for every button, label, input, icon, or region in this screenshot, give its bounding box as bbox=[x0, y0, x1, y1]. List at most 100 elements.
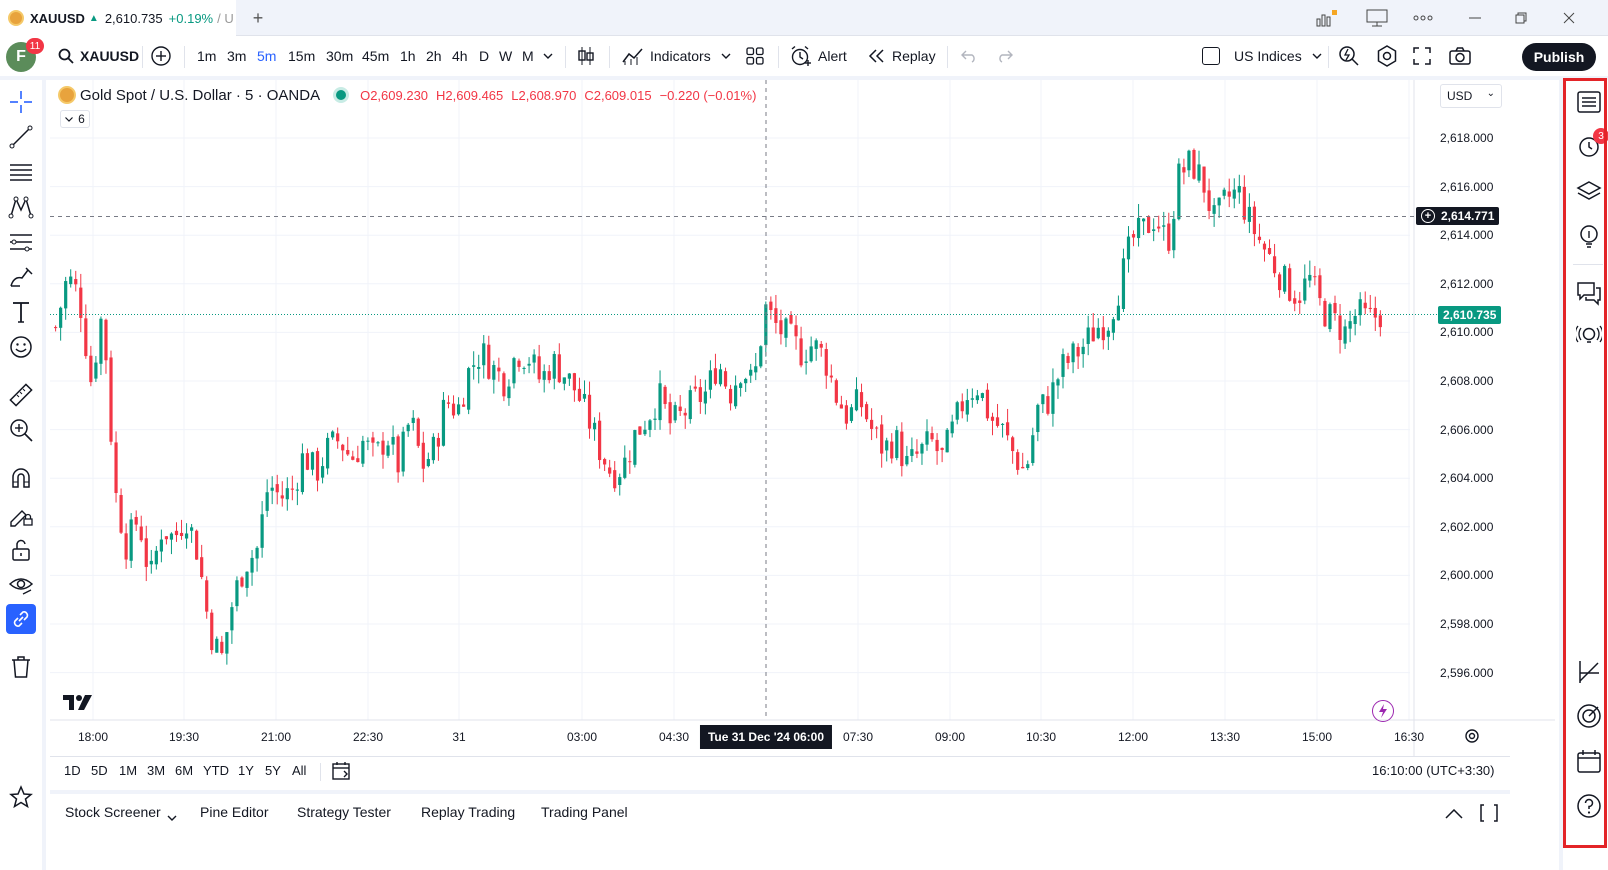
ideas-stream-button[interactable] bbox=[1575, 322, 1603, 350]
chart-settings-icon[interactable] bbox=[1464, 728, 1480, 749]
candle-body bbox=[1192, 149, 1196, 179]
chevron-up-icon[interactable] bbox=[1445, 806, 1463, 824]
text-tool[interactable] bbox=[6, 297, 36, 327]
chart-pane[interactable]: Gold Spot / U.S. Dollar · 5 · OANDA O2,6… bbox=[50, 80, 1555, 774]
interval-1h[interactable]: 1h bbox=[400, 48, 416, 64]
symbol-search-button[interactable]: XAUUSD bbox=[58, 36, 139, 76]
range-all[interactable]: All bbox=[292, 763, 307, 778]
layouts-button[interactable] bbox=[746, 36, 764, 76]
settings-button[interactable] bbox=[1376, 36, 1398, 76]
interval-4h[interactable]: 4h bbox=[452, 48, 468, 64]
interval-2h[interactable]: 2h bbox=[426, 48, 442, 64]
interval-m[interactable]: M bbox=[522, 48, 534, 64]
range-6m[interactable]: 6M bbox=[175, 763, 194, 778]
indicators-button[interactable]: Indicators bbox=[622, 36, 711, 76]
more-menu-icon[interactable] bbox=[1408, 6, 1438, 30]
candle-body bbox=[1313, 276, 1317, 278]
indicators-collapse-button[interactable]: 6 bbox=[60, 110, 90, 128]
calendar-button[interactable] bbox=[1575, 747, 1603, 775]
stay-in-drawing-mode-tool[interactable] bbox=[6, 500, 36, 530]
undo-button[interactable] bbox=[960, 36, 978, 76]
chart-type-button[interactable] bbox=[577, 36, 595, 76]
tab-pine-editor[interactable]: Pine Editor bbox=[200, 804, 269, 820]
fullscreen-button[interactable] bbox=[1413, 36, 1431, 76]
icon-tool[interactable] bbox=[6, 332, 36, 362]
replay-button[interactable]: Replay bbox=[868, 36, 936, 76]
range-ytd[interactable]: YTD bbox=[203, 763, 229, 778]
interval-3m[interactable]: 3m bbox=[227, 48, 247, 64]
watchlist-checkbox[interactable] bbox=[1202, 47, 1220, 65]
crosshair-tool[interactable] bbox=[6, 87, 36, 117]
close-window-icon[interactable] bbox=[1554, 6, 1584, 30]
tab-strategy-tester[interactable]: Strategy Tester bbox=[297, 804, 391, 820]
remove-drawings-tool[interactable] bbox=[6, 652, 36, 682]
new-tab-button[interactable]: + bbox=[252, 8, 264, 28]
publish-button[interactable]: Publish bbox=[1522, 43, 1596, 71]
indicators-dropdown[interactable] bbox=[721, 36, 731, 76]
measure-tool[interactable] bbox=[6, 380, 36, 410]
favorites-tool[interactable] bbox=[6, 782, 36, 812]
alerts-button[interactable] bbox=[1575, 132, 1603, 160]
monitor-icon[interactable] bbox=[1362, 6, 1392, 30]
trend-line-tool[interactable] bbox=[6, 122, 36, 152]
compare-symbol-button[interactable] bbox=[150, 36, 172, 76]
watchlist-selector[interactable]: US Indices bbox=[1202, 36, 1322, 76]
hide-drawings-tool[interactable] bbox=[6, 570, 36, 600]
trading-panel-button[interactable] bbox=[1575, 658, 1603, 686]
horizontal-lines-tool[interactable] bbox=[6, 157, 36, 187]
interval-1m[interactable]: 1m bbox=[197, 48, 217, 64]
alert-button[interactable]: Alert bbox=[790, 36, 847, 76]
candle-body bbox=[406, 424, 410, 432]
help-button[interactable] bbox=[1575, 792, 1603, 820]
magnet-tool[interactable] bbox=[6, 463, 36, 493]
tab-trading-panel[interactable]: Trading Panel bbox=[541, 804, 628, 820]
chats-button[interactable] bbox=[1575, 279, 1603, 307]
hotlists-button[interactable] bbox=[1575, 222, 1603, 250]
plus-circle-icon[interactable]: + bbox=[1421, 209, 1435, 224]
maximize-panel-icon[interactable] bbox=[1480, 804, 1498, 827]
currency-selector[interactable]: USD ⌄ bbox=[1440, 84, 1502, 108]
candle-body bbox=[84, 318, 88, 357]
range-3m[interactable]: 3M bbox=[147, 763, 166, 778]
range-5y[interactable]: 5Y bbox=[265, 763, 281, 778]
sync-drawings-tool[interactable] bbox=[6, 604, 36, 634]
chart-tab[interactable]: XAUUSD ▲ 2,610.735 +0.19% / U bbox=[0, 0, 236, 36]
zoom-tool[interactable] bbox=[6, 415, 36, 445]
candle-body bbox=[184, 533, 189, 539]
watchlist-button[interactable] bbox=[1575, 88, 1603, 116]
interval-5m[interactable]: 5m bbox=[257, 48, 277, 64]
tab-stock-screener[interactable]: Stock Screener bbox=[65, 804, 161, 820]
candle-body bbox=[1343, 326, 1347, 344]
interval-15m[interactable]: 15m bbox=[288, 48, 316, 64]
range-1d[interactable]: 1D bbox=[64, 763, 81, 778]
candle-body bbox=[995, 417, 1000, 426]
interval-w[interactable]: W bbox=[499, 48, 513, 64]
go-to-date-button[interactable] bbox=[332, 761, 352, 786]
snapshot-button[interactable] bbox=[1449, 36, 1471, 76]
range-1y[interactable]: 1Y bbox=[238, 763, 254, 778]
lightning-icon[interactable] bbox=[1372, 700, 1394, 722]
range-5d[interactable]: 5D bbox=[91, 763, 108, 778]
interval-d[interactable]: D bbox=[479, 48, 490, 64]
quick-search-button[interactable] bbox=[1338, 36, 1360, 76]
clock-timezone[interactable]: 16:10:00 (UTC+3:30) bbox=[1372, 763, 1495, 778]
lock-drawings-tool[interactable] bbox=[6, 535, 36, 565]
restore-icon[interactable] bbox=[1506, 6, 1536, 30]
object-tree-button[interactable] bbox=[1575, 177, 1603, 205]
horizontal-lines-icon bbox=[10, 164, 32, 181]
pattern-tool[interactable] bbox=[6, 192, 36, 222]
tradingview-logo[interactable] bbox=[62, 692, 94, 717]
price-chart[interactable] bbox=[50, 80, 1555, 774]
chevron-down-icon[interactable] bbox=[167, 808, 177, 826]
interval-30m[interactable]: 30m bbox=[326, 48, 354, 64]
range-1m[interactable]: 1M bbox=[119, 763, 138, 778]
layout-icon[interactable] bbox=[1312, 6, 1342, 30]
tab-replay-trading[interactable]: Replay Trading bbox=[421, 804, 516, 820]
intervals-dropdown[interactable] bbox=[543, 36, 553, 76]
minimize-icon[interactable] bbox=[1460, 6, 1490, 30]
interval-45m[interactable]: 45m bbox=[362, 48, 390, 64]
redo-button[interactable] bbox=[996, 36, 1014, 76]
brush-tool[interactable] bbox=[6, 262, 36, 292]
forecast-tool[interactable] bbox=[6, 227, 36, 257]
dom-button[interactable] bbox=[1575, 702, 1603, 730]
